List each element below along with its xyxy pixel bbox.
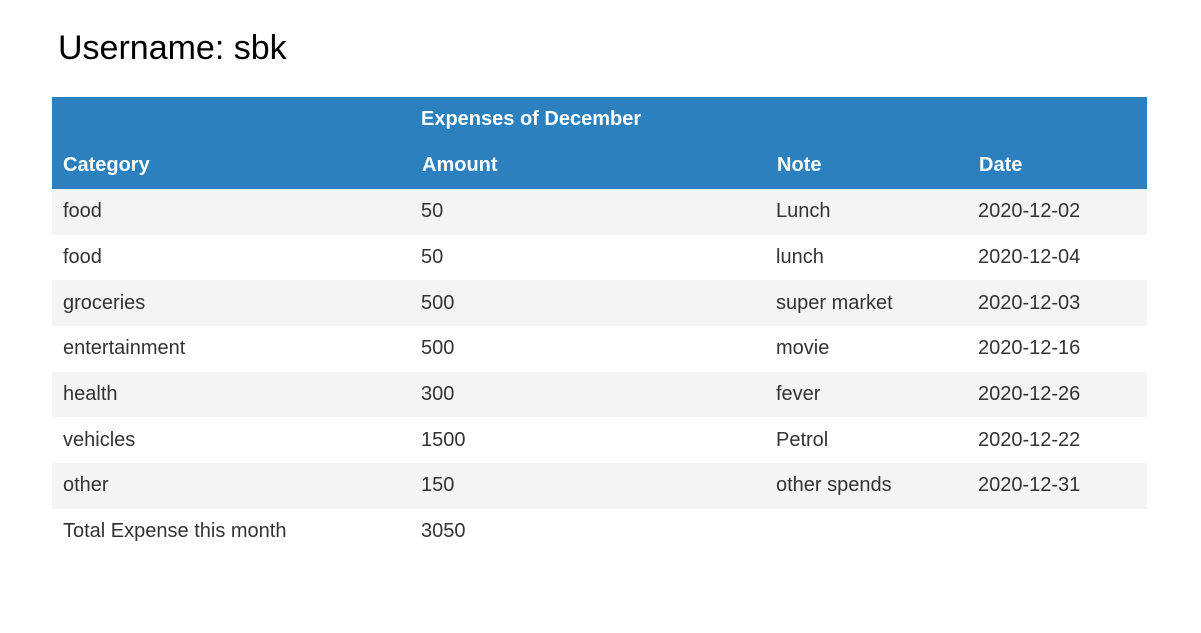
table-row: food 50 lunch 2020-12-04 — [52, 234, 1147, 281]
column-header-date: Date — [968, 141, 1147, 189]
table-row: other 150 other spends 2020-12-31 — [52, 463, 1147, 509]
cell-category: food — [52, 189, 411, 235]
month-title: Expenses of December — [411, 97, 766, 141]
cell-category: vehicles — [52, 417, 411, 464]
cell-amount: 300 — [411, 371, 766, 418]
total-amount: 3050 — [411, 508, 766, 555]
cell-date: 2020-12-22 — [968, 417, 1147, 464]
cell-category: food — [52, 234, 411, 281]
table-row: vehicles 1500 Petrol 2020-12-22 — [52, 417, 1147, 464]
cell-amount: 1500 — [411, 417, 766, 464]
cell-category: health — [52, 371, 411, 418]
cell-note: Petrol — [766, 417, 968, 464]
cell-category: entertainment — [52, 326, 411, 372]
cell-note: Lunch — [766, 189, 968, 235]
cell-note: movie — [766, 326, 968, 372]
expenses-table: Expenses of December Category Amount Not… — [52, 97, 1147, 555]
page-title: Username: sbk — [58, 29, 287, 67]
cell-category: other — [52, 463, 411, 509]
caption-spacer — [52, 97, 411, 141]
total-label: Total Expense this month — [52, 508, 411, 555]
table-header-row: Category Amount Note Date — [52, 141, 1147, 189]
table-row: groceries 500 super market 2020-12-03 — [52, 280, 1147, 327]
cell-category: groceries — [52, 280, 411, 327]
cell-amount: 50 — [411, 234, 766, 281]
cell-date: 2020-12-26 — [968, 371, 1147, 418]
table-caption-row: Expenses of December — [52, 97, 1147, 141]
cell-amount: 500 — [411, 280, 766, 327]
table-row: health 300 fever 2020-12-26 — [52, 371, 1147, 418]
column-header-amount: Amount — [411, 141, 766, 189]
cell-note: fever — [766, 371, 968, 418]
cell-note: other spends — [766, 463, 968, 509]
table-row: food 50 Lunch 2020-12-02 — [52, 189, 1147, 235]
cell-date: 2020-12-02 — [968, 189, 1147, 235]
total-empty-cell — [766, 508, 968, 555]
cell-date: 2020-12-03 — [968, 280, 1147, 327]
caption-spacer — [968, 97, 1147, 141]
caption-spacer — [766, 97, 968, 141]
cell-date: 2020-12-16 — [968, 326, 1147, 372]
cell-date: 2020-12-04 — [968, 234, 1147, 281]
cell-date: 2020-12-31 — [968, 463, 1147, 509]
cell-amount: 50 — [411, 189, 766, 235]
table-row: entertainment 500 movie 2020-12-16 — [52, 326, 1147, 372]
cell-amount: 500 — [411, 326, 766, 372]
total-row: Total Expense this month 3050 — [52, 508, 1147, 555]
cell-note: lunch — [766, 234, 968, 281]
cell-note: super market — [766, 280, 968, 327]
column-header-note: Note — [766, 141, 968, 189]
cell-amount: 150 — [411, 463, 766, 509]
column-header-category: Category — [52, 141, 411, 189]
total-empty-cell — [968, 508, 1147, 555]
